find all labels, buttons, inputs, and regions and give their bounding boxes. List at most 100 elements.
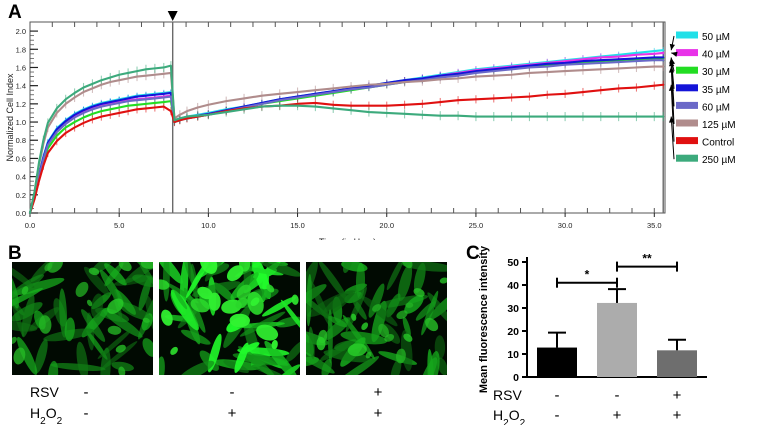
- cell-body: [12, 287, 43, 312]
- legend-arrowhead: [668, 66, 675, 73]
- cell-body: [16, 336, 38, 375]
- cell-nucleus: [118, 262, 132, 272]
- legend-swatch: [676, 31, 698, 39]
- legend-arrow-line: [670, 116, 675, 160]
- panel-a-y-tick-label: 2.0: [16, 27, 26, 36]
- cell-body: [91, 293, 104, 318]
- panel-c-rsv-value: -: [615, 387, 620, 404]
- cell-nucleus: [291, 294, 299, 305]
- panel-c-h2o2-value: -: [555, 407, 560, 424]
- cell-body: [178, 360, 215, 375]
- panel-a-x-tick-label: 0.0: [25, 221, 35, 230]
- cell-body: [285, 340, 300, 363]
- cell-body: [309, 279, 333, 329]
- panel-a-y-tick-label: 0.8: [16, 136, 26, 145]
- cell-body: [327, 309, 333, 364]
- cell-body: [86, 330, 108, 360]
- cell-body: [132, 274, 153, 288]
- cell-body: [345, 287, 367, 332]
- series-line: [28, 83, 665, 215]
- cell-nucleus: [395, 348, 406, 364]
- legend-label: 40 µM: [702, 50, 730, 61]
- panel-b-rsv-value: -: [230, 384, 235, 401]
- cell-nucleus: [405, 302, 414, 308]
- legend-swatch: [676, 84, 698, 92]
- cell-body: [250, 262, 271, 300]
- cell-body: [239, 311, 286, 337]
- cell-nucleus: [115, 344, 126, 353]
- panel-c-bar: [537, 347, 577, 377]
- cell-nucleus: [118, 366, 126, 375]
- panel-a-y-tick-label: 0.4: [16, 173, 26, 182]
- cell-body: [103, 309, 143, 338]
- cell-body: [397, 264, 413, 302]
- cell-body: [321, 358, 332, 375]
- panel-b-h2o2-value: +: [228, 405, 237, 422]
- panel-b-rsv-value: +: [374, 384, 383, 401]
- cell-body: [327, 316, 348, 328]
- panel-c-y-tick-label: 40: [507, 280, 519, 292]
- cell-body: [59, 288, 68, 338]
- cell-nucleus: [351, 313, 357, 321]
- cell-body: [306, 356, 319, 367]
- legend-swatch: [676, 66, 698, 74]
- cell-body: [280, 299, 300, 336]
- cell-body: [111, 361, 134, 372]
- panel-b-micrographs: RSV H2O2 - - - + + +: [12, 262, 447, 425]
- cell-nucleus: [439, 277, 447, 284]
- legend-swatch: [676, 101, 698, 109]
- legend-label: 60 µM: [702, 102, 730, 113]
- legend-label: 250 µM: [702, 155, 736, 166]
- cell-body: [12, 271, 19, 309]
- legend-arrowhead: [669, 43, 675, 51]
- cell-body: [145, 294, 153, 337]
- cell-body: [182, 262, 196, 290]
- panel-b-h2o2-value: -: [84, 405, 89, 422]
- panel-a-y-tick-label: 1.4: [16, 82, 26, 91]
- panel-a-series-lines: [28, 49, 665, 215]
- panel-b-rsv-value: -: [84, 384, 89, 401]
- legend-arrowhead: [668, 116, 675, 123]
- cell-body: [428, 350, 440, 375]
- cell-nucleus: [413, 288, 425, 297]
- cell-body: [174, 290, 188, 310]
- untreated-control-micrograph: [12, 262, 153, 375]
- cell-nucleus: [229, 313, 250, 328]
- cell-nucleus: [107, 298, 124, 314]
- panel-a-x-axis-label: Time (in Hour): [319, 237, 376, 240]
- cell-nucleus: [347, 343, 367, 357]
- cell-nucleus: [236, 284, 252, 300]
- series-line: [28, 65, 665, 215]
- cell-nucleus: [361, 322, 369, 331]
- legend-swatch: [676, 137, 698, 145]
- rsv-h2o2-treated-micrograph: [306, 262, 447, 375]
- panel-c-bar: [657, 350, 697, 377]
- panel-c-h2o2-value: +: [673, 407, 682, 424]
- cell-body: [402, 316, 411, 338]
- cell-body: [413, 262, 426, 293]
- cell-body: [83, 266, 110, 296]
- panel-c-y-tick-label: 50: [507, 257, 519, 269]
- cell-body: [104, 263, 127, 286]
- panel-c-y-tick-label: 20: [507, 326, 519, 338]
- cell-nucleus: [13, 347, 26, 365]
- panel-c-rsv-value: -: [555, 387, 560, 404]
- cell-body: [100, 347, 111, 375]
- panel-b-h2o2-row-label: H2O2: [30, 405, 63, 425]
- cell-nucleus: [372, 304, 382, 312]
- panel-a-y-tick-label: 0.0: [16, 209, 26, 218]
- cell-body: [64, 317, 75, 342]
- cell-nucleus: [161, 309, 173, 326]
- significance-label: *: [585, 268, 590, 282]
- panel-b-letter: B: [8, 243, 22, 264]
- panel-c-y-tick-label: 0: [513, 372, 519, 384]
- series-line: [28, 57, 665, 215]
- cell-body: [306, 274, 312, 327]
- cell-nucleus: [250, 297, 260, 306]
- cell-body: [428, 289, 447, 321]
- cell-body: [334, 356, 380, 375]
- panel-a-x-tick-label: 25.0: [469, 221, 484, 230]
- cell-nucleus: [403, 333, 413, 342]
- panel-c-bar: [597, 302, 637, 377]
- legend-arrow-line: [670, 84, 675, 142]
